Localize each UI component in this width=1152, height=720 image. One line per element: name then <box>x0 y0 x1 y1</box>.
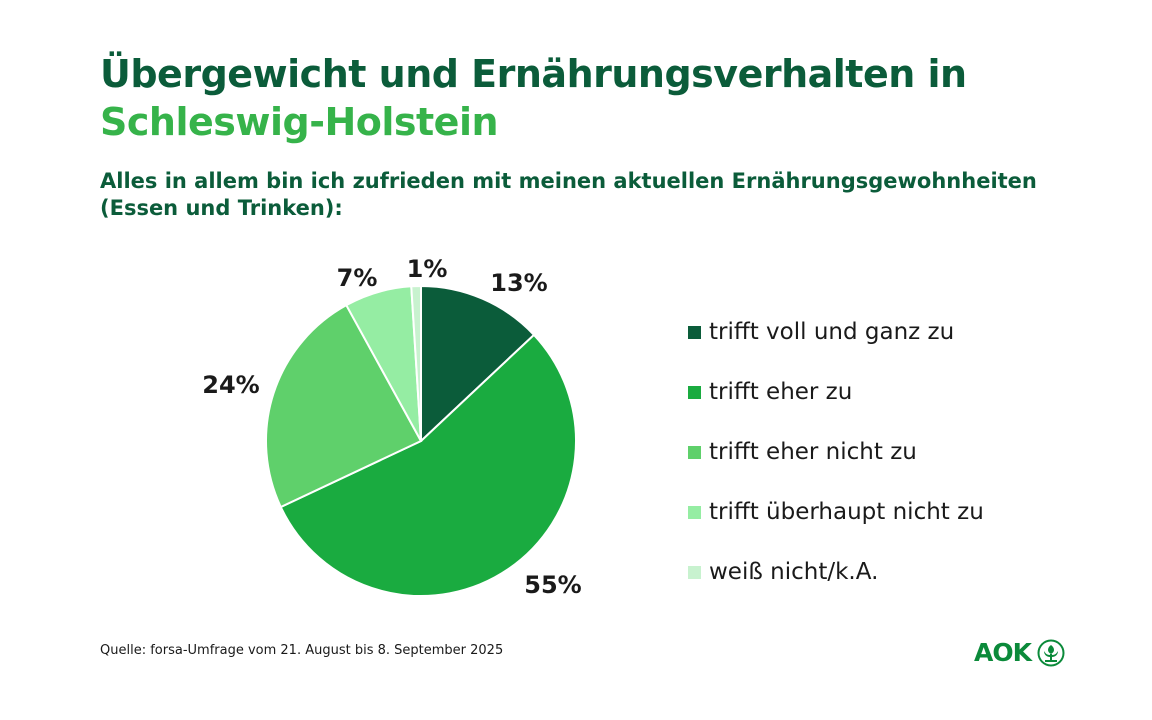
legend-item-3: trifft überhaupt nicht zu <box>688 482 984 542</box>
pie-slices <box>265 284 577 597</box>
pie-label-0: 13% <box>490 269 547 297</box>
legend-label-0: trifft voll und ganz zu <box>709 319 955 345</box>
legend-swatch-1 <box>688 385 701 399</box>
title-line-2: Schleswig-Holstein <box>100 100 499 144</box>
legend-label-2: trifft eher nicht zu <box>709 439 917 465</box>
chart-legend: trifft voll und ganz zu trifft eher zu tri… <box>688 302 984 602</box>
pie-labels: 13% 55% 24% 7% 1% <box>202 255 581 599</box>
aok-logo-text: AOK <box>974 638 1032 667</box>
aok-tree-icon <box>1037 639 1065 666</box>
pie-label-1: 55% <box>524 571 581 599</box>
legend-item-1: trifft eher zu <box>688 362 984 422</box>
legend-label-4: weiß nicht/k.A. <box>709 559 879 585</box>
title-line-1: Übergewicht und Ernährungsverhalten in <box>100 52 967 96</box>
pie-label-2: 24% <box>202 371 259 399</box>
legend-label-3: trifft überhaupt nicht zu <box>709 499 984 525</box>
pie-slice-1 <box>279 333 577 597</box>
pie-label-3: 7% <box>337 264 378 292</box>
legend-label-1: trifft eher zu <box>709 379 853 405</box>
page-title: Übergewicht und Ernährungsverhalten in S… <box>100 50 967 146</box>
legend-item-4: weiß nicht/k.A. <box>688 542 984 602</box>
legend-item-0: trifft voll und ganz zu <box>688 302 984 362</box>
legend-swatch-2 <box>688 445 701 459</box>
pie-slice-2 <box>265 303 423 509</box>
source-note: Quelle: forsa-Umfrage vom 21. August bis… <box>100 643 504 658</box>
chart-question: Alles in allem bin ich zufrieden mit mei… <box>100 169 1037 220</box>
pie-slice-4 <box>410 284 422 442</box>
legend-item-2: trifft eher nicht zu <box>688 422 984 482</box>
legend-swatch-0 <box>688 325 701 339</box>
aok-logo: AOK <box>974 638 1065 667</box>
legend-swatch-4 <box>688 565 701 579</box>
legend-swatch-3 <box>688 505 701 519</box>
pie-slice-0 <box>420 284 536 444</box>
pie-label-4: 1% <box>407 255 448 283</box>
